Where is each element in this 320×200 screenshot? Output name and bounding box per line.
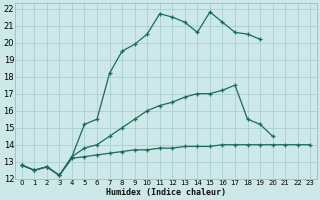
X-axis label: Humidex (Indice chaleur): Humidex (Indice chaleur) bbox=[106, 188, 226, 197]
